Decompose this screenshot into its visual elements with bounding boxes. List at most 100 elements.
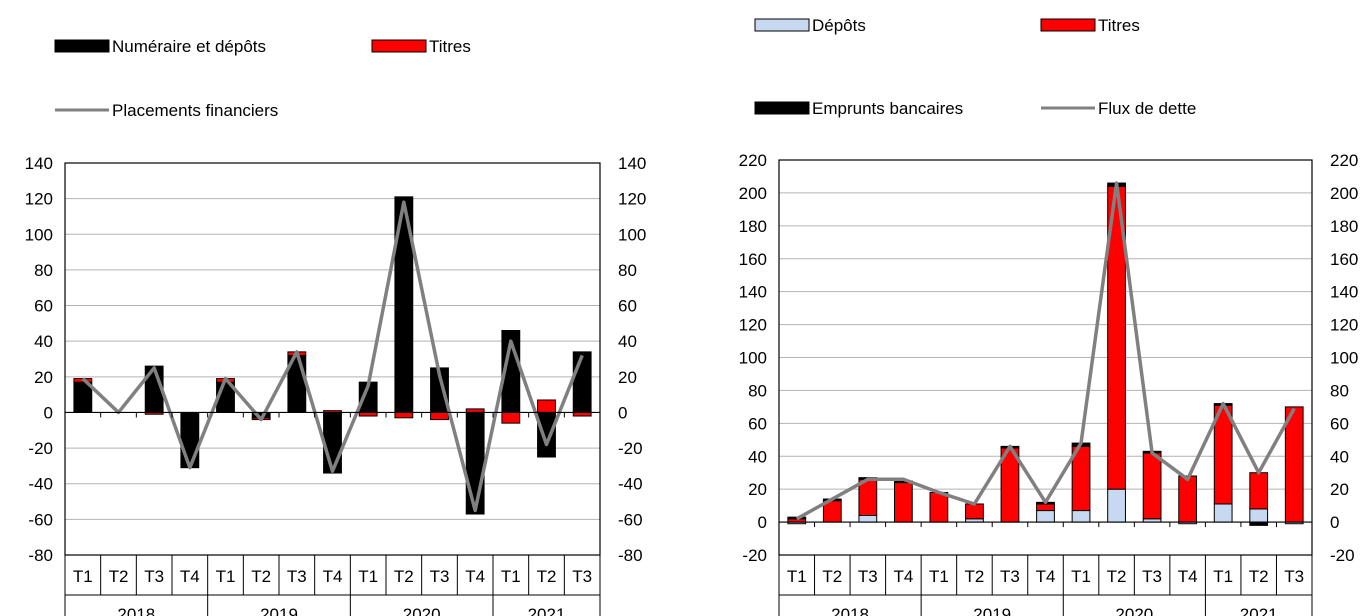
chart-left-ytick-left: 140	[25, 154, 53, 173]
chart-left-ytick-right: -60	[618, 510, 643, 529]
chart-left-category-label: T1	[358, 567, 378, 586]
chart-right-category-label: T4	[893, 567, 913, 586]
chart-right-ytick-left: 100	[739, 349, 767, 368]
chart-left-legend-label-0: Numéraire et dépôts	[112, 37, 266, 56]
chart-right-ytick-right: 120	[1330, 316, 1358, 335]
chart-right-category-label: T3	[1000, 567, 1020, 586]
chart-right-category-label: T2	[1107, 567, 1127, 586]
chart-right-ytick-right: 140	[1330, 283, 1358, 302]
chart-left-ytick-right: 40	[618, 332, 637, 351]
chart-right-ytick-left: 220	[739, 151, 767, 170]
chart-left-ytick-left: 60	[34, 297, 53, 316]
chart-right-ytick-right: 180	[1330, 217, 1358, 236]
chart-right-ytick-right: 160	[1330, 250, 1358, 269]
chart-right-year-label: 2018	[831, 605, 869, 616]
chart-left-ytick-left: -40	[28, 475, 53, 494]
chart-right-ytick-left: 140	[739, 283, 767, 302]
chart-right-category-label: T4	[1178, 567, 1198, 586]
chart-left-ytick-left: 80	[34, 261, 53, 280]
chart-right-category-label: T2	[965, 567, 985, 586]
chart-right-year-label: 2020	[1115, 605, 1153, 616]
chart-right-category-label: T1	[929, 567, 949, 586]
chart-right-ytick-left: 120	[739, 316, 767, 335]
chart-left-bar-num-raire-et-d-p-ts-13	[537, 411, 556, 458]
chart-left-year-label: 2019	[260, 605, 298, 616]
chart-right-year-label: 2021	[1240, 605, 1278, 616]
chart-right-ytick-right: 40	[1330, 447, 1349, 466]
chart-right-ytick-right: -20	[1330, 546, 1355, 565]
chart-right-legend-label-0: Dépôts	[812, 16, 866, 35]
chart-left-line-placements-financiers	[81, 200, 584, 513]
chart-left-ytick-right: 140	[618, 154, 646, 173]
chart-right-bar-titres-10	[1142, 452, 1162, 520]
chart-right-bar-titres-13	[1249, 472, 1269, 510]
chart-left-ytick-left: 120	[25, 190, 53, 209]
chart-left-ytick-right: -40	[618, 475, 643, 494]
chart-left-ytick-right: 80	[618, 261, 637, 280]
chart-left-bar-num-raire-et-d-p-ts-11	[465, 411, 485, 515]
chart-left-category-label: T3	[430, 567, 450, 586]
chart-left-year-label: 2020	[403, 605, 441, 616]
chart-right-ytick-right: 100	[1330, 349, 1358, 368]
chart-left-category-label: T4	[180, 567, 200, 586]
chart-right-line-flux-de-dette	[795, 181, 1296, 521]
chart-right-ytick-left: 0	[758, 513, 767, 532]
chart-right-ytick-right: 80	[1330, 381, 1349, 400]
chart-left-category-label: T1	[216, 567, 236, 586]
chart-left-bar-titres-9	[394, 411, 414, 419]
chart-left-category-label: T4	[465, 567, 485, 586]
chart-right-bar-d-p-ts-12	[1213, 503, 1233, 523]
chart-left-bar-num-raire-et-d-p-ts-7	[323, 411, 342, 474]
chart-left-ytick-right: 60	[618, 297, 637, 316]
chart-left-category-label: T2	[109, 567, 129, 586]
chart-left-year-label: 2021	[528, 605, 566, 616]
chart-right-category-label: T1	[1213, 567, 1233, 586]
chart-left-ytick-left: -80	[28, 546, 53, 565]
chart-right-category-label: T4	[1036, 567, 1056, 586]
chart-left-bar-titres-10	[430, 411, 449, 421]
chart-left-ytick-left: 40	[34, 332, 53, 351]
chart-left-ytick-left: 100	[25, 225, 53, 244]
chart-left-legend-label-2: Placements financiers	[112, 101, 278, 120]
chart-left: 140 120 100 80 60 40 20 0 -20 -40 -60 -80 140 120 100 8…	[25, 37, 646, 616]
chart-left-ytick-right: 120	[618, 190, 646, 209]
chart-left-ytick-right: 20	[618, 368, 637, 387]
chart-left-ytick-left: -60	[28, 510, 53, 529]
chart-right-ytick-right: 60	[1330, 414, 1349, 433]
chart-right-legend-label-1: Titres	[1098, 16, 1140, 35]
chart-right-legend-swatch-2	[754, 101, 810, 115]
chart-right-ytick-left: 200	[739, 184, 767, 203]
chart-left-legend-swatch-0	[54, 39, 110, 53]
chart-right-bar-titres-5	[965, 503, 984, 520]
chart-right-legend-label-2: Emprunts bancaires	[812, 99, 963, 118]
chart-left-legend-swatch-1	[371, 39, 427, 53]
chart-left-bar-num-raire-et-d-p-ts-3	[180, 411, 200, 469]
chart-right-ytick-right: 0	[1330, 513, 1339, 532]
chart-right-ytick-left: 160	[739, 250, 767, 269]
chart-left-category-label: T3	[572, 567, 592, 586]
chart-left-category-label: T3	[144, 567, 164, 586]
chart-left-category-label: T2	[394, 567, 414, 586]
chart-right-category-label: T3	[1142, 567, 1162, 586]
chart-left-category-label: T1	[73, 567, 93, 586]
chart-right-bar-titres-4	[929, 491, 949, 523]
chart-right-ytick-left: 180	[739, 217, 767, 236]
chart-left-ytick-right: -80	[618, 546, 643, 565]
chart-right-bar-titres-7	[1036, 503, 1055, 512]
chart-right-bar-d-p-ts-9	[1107, 488, 1126, 523]
chart-right-bar-d-p-ts-13	[1249, 508, 1269, 523]
chart-left-category-label: T2	[537, 567, 557, 586]
chart-left-plot-frame	[64, 162, 601, 556]
chart-left-category-label: T3	[287, 567, 307, 586]
chart-left-bar-num-raire-et-d-p-ts-14	[572, 351, 592, 413]
chart-right-bar-d-p-ts-8	[1071, 510, 1091, 523]
chart-right-category-label: T2	[822, 567, 842, 586]
chart-right-ytick-right: 20	[1330, 480, 1349, 499]
chart-right-bar-titres-3	[893, 482, 913, 523]
chart-right-legend-swatch-0	[754, 18, 810, 32]
chart-right-bar-d-p-ts-7	[1036, 510, 1055, 523]
chart-right-plot-frame	[778, 159, 1313, 556]
chart-left-year-label: 2018	[117, 605, 155, 616]
chart-right-ytick-left: 80	[748, 381, 767, 400]
